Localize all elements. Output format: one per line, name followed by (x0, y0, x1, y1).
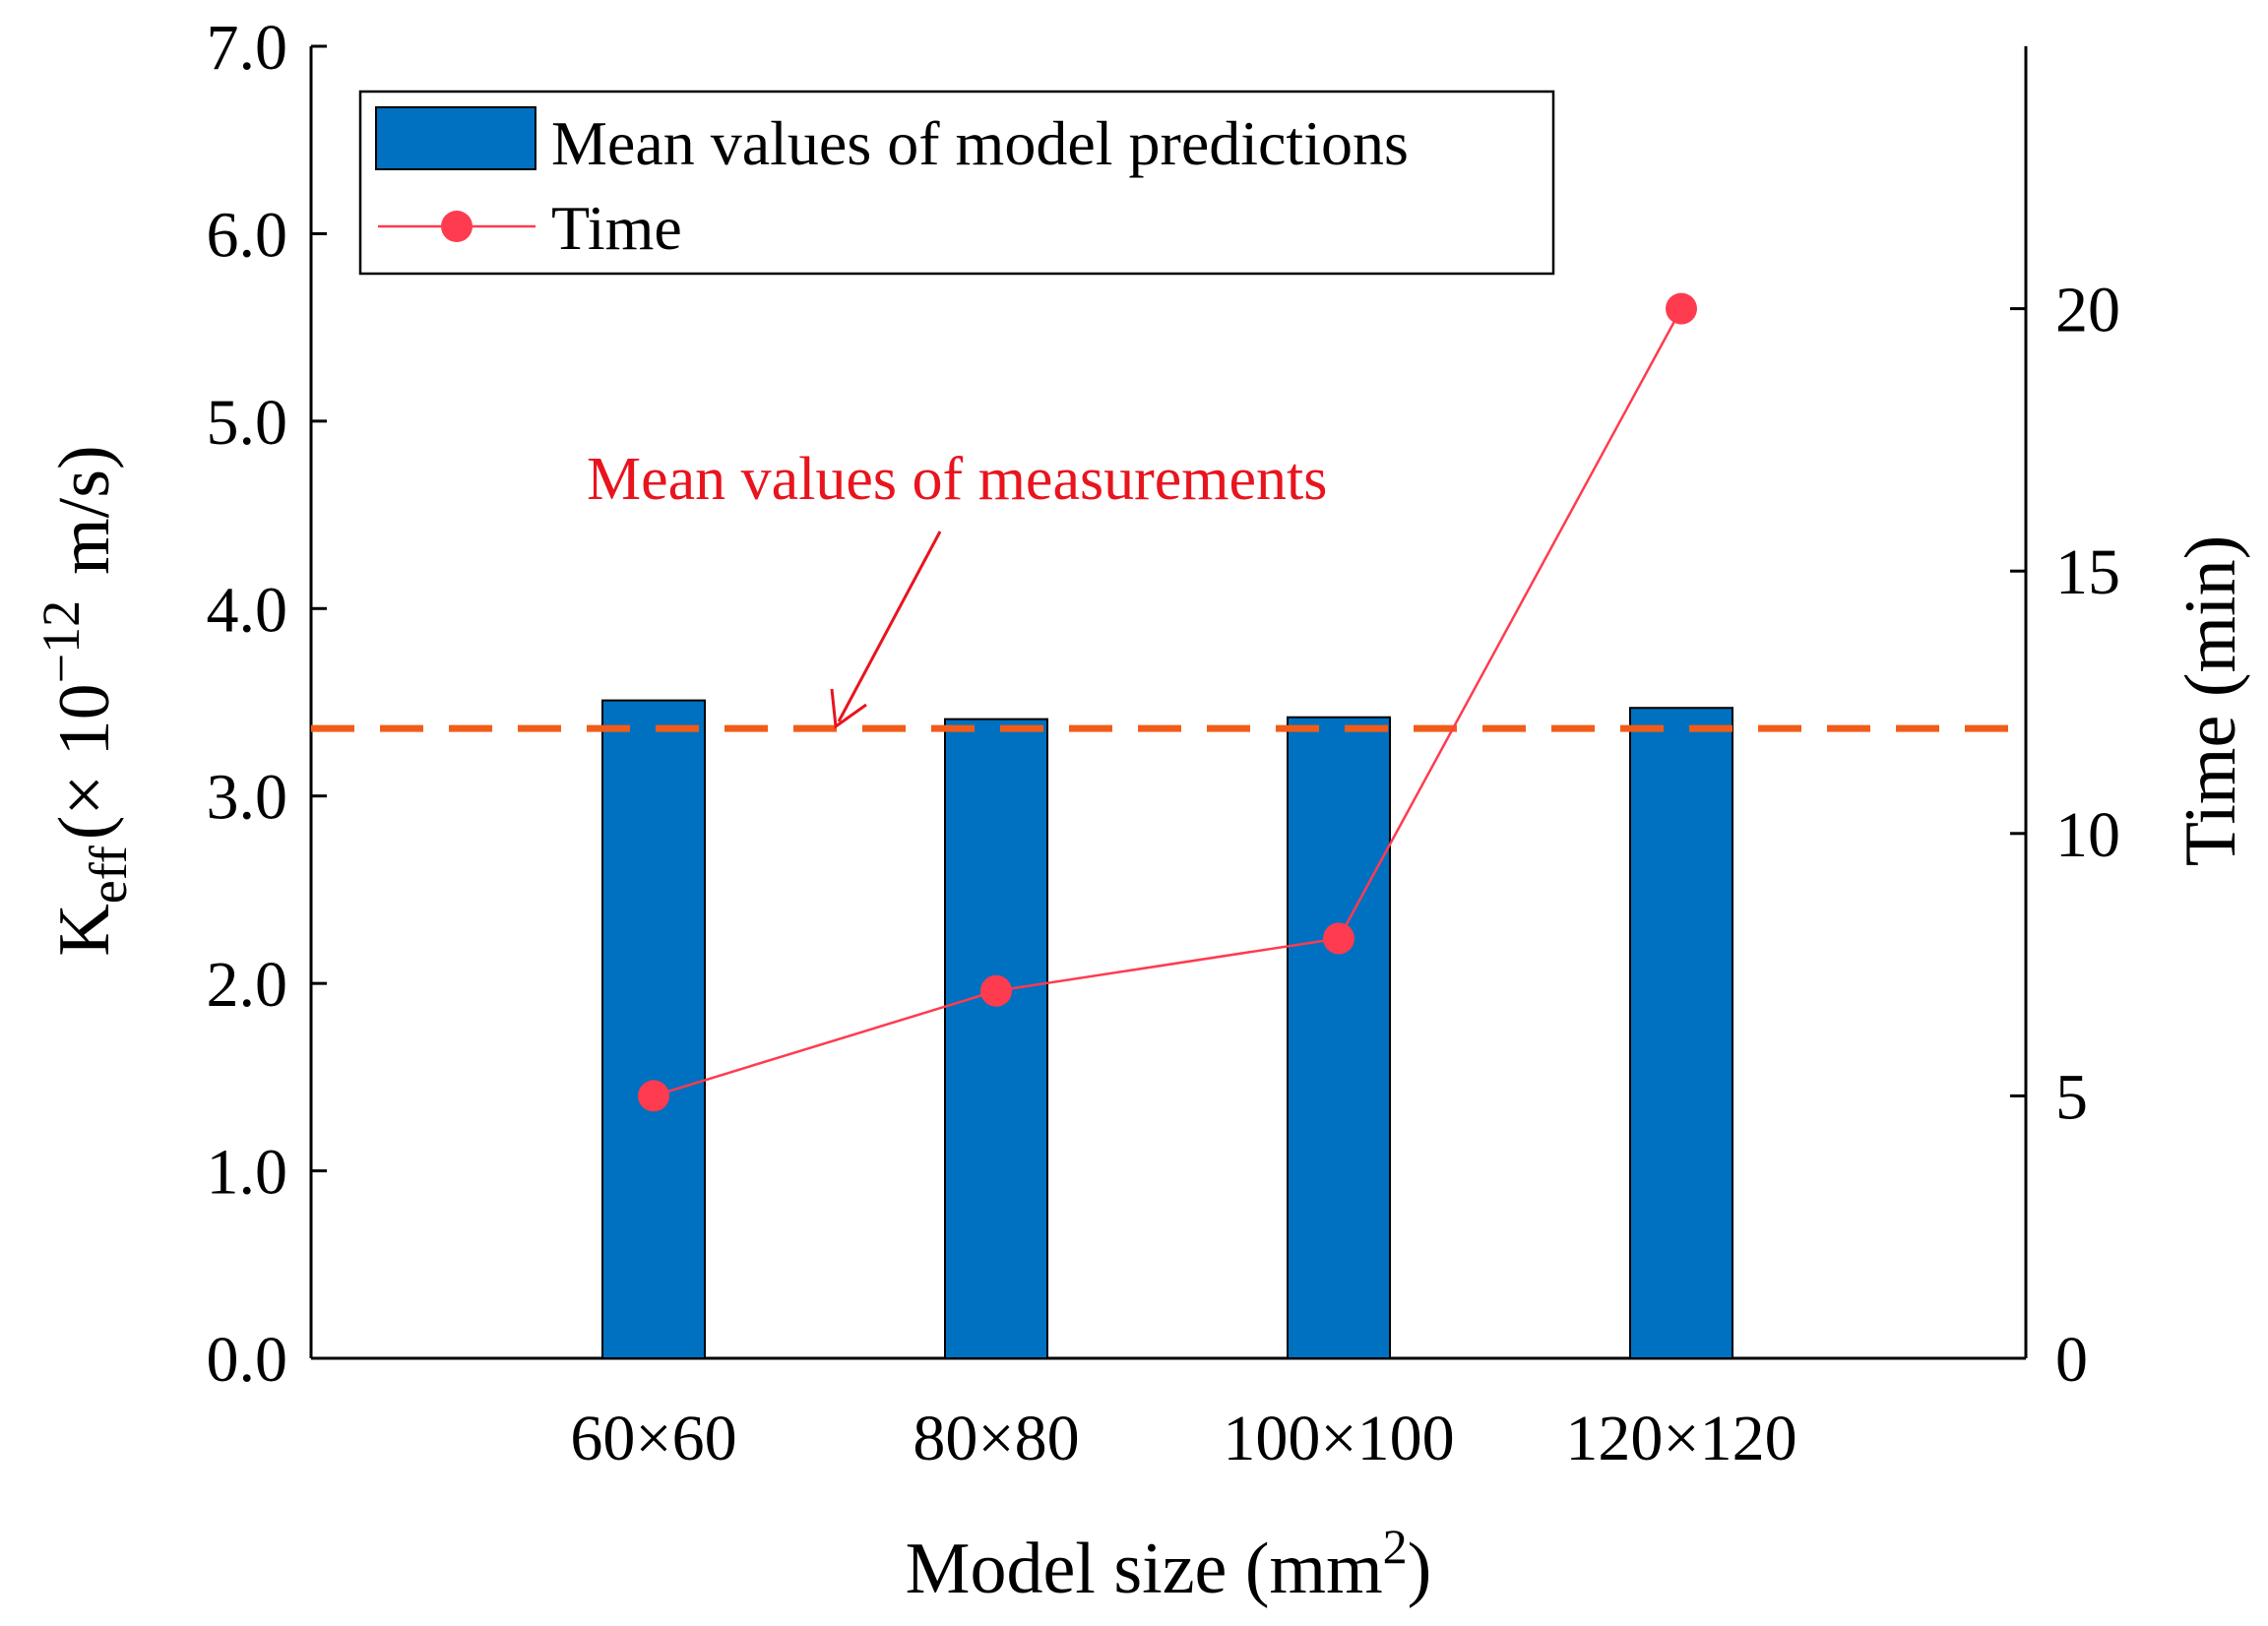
bar (944, 718, 1048, 1359)
x-axis-categories: 60×60 80×80 100×100 120×120 (570, 1403, 1796, 1474)
left-tick-label: 2.0 (207, 949, 288, 1021)
time-point (1666, 292, 1697, 325)
left-tick-label: 6.0 (207, 199, 288, 271)
right-tick-label: 10 (2055, 799, 2120, 871)
left-tick-label: 1.0 (207, 1137, 288, 1209)
left-tick-label: 0.0 (207, 1324, 288, 1396)
y-axis-left-exponent: −12 (32, 600, 91, 683)
right-tick-label: 15 (2055, 536, 2120, 608)
legend-time-label: Time (551, 193, 682, 263)
left-tick-label: 5.0 (207, 387, 288, 459)
x-axis-label-superscript: 2 (1383, 1519, 1408, 1574)
left-axis-ticks: 0.0 1.0 2.0 3.0 4.0 5.0 6.0 7.0 (207, 12, 327, 1396)
right-tick-label: 20 (2055, 275, 2120, 346)
time-point (638, 1080, 669, 1112)
bar-series (601, 699, 1733, 1359)
legend: Mean values of model predictions Time (358, 90, 1555, 276)
x-tick-label: 120×120 (1565, 1403, 1796, 1474)
legend-bar-label: Mean values of model predictions (551, 108, 1409, 178)
right-tick-label: 5 (2055, 1061, 2088, 1133)
y-axis-left-label: Keff(× 10−12m/s) (32, 445, 138, 956)
right-tick-label: 0 (2055, 1324, 2088, 1396)
bar (601, 699, 706, 1359)
measurement-annotation: Mean values of measurements (587, 446, 1327, 513)
time-point (1323, 922, 1354, 955)
time-series (638, 292, 1697, 1112)
y-axis-left-unit-suffix: m/s) (44, 445, 125, 575)
left-tick-label: 7.0 (207, 12, 288, 84)
legend-time-marker (441, 211, 472, 242)
y-axis-right-label: Time (min) (2171, 535, 2251, 866)
bar (1287, 716, 1391, 1359)
y-axis-left-unit-prefix: (× 10 (44, 683, 125, 840)
x-tick-label: 80×80 (913, 1403, 1079, 1474)
right-axis-ticks: 0 5 10 15 20 (2010, 275, 2120, 1396)
left-tick-label: 4.0 (207, 574, 288, 646)
legend-bar-swatch (375, 106, 536, 170)
annotation-arrow (830, 531, 942, 729)
x-axis-label-suffix: ) (1408, 1529, 1432, 1609)
x-tick-label: 100×100 (1223, 1403, 1454, 1474)
time-line (653, 308, 1683, 1097)
x-tick-label: 60×60 (570, 1403, 736, 1474)
y-axis-left-subscript: eff (79, 845, 138, 904)
bar (1629, 707, 1733, 1359)
time-point (980, 974, 1012, 1007)
plot-frame (309, 46, 2028, 1360)
legend-box (358, 90, 1555, 276)
left-tick-label: 3.0 (207, 762, 288, 834)
x-axis-label: Model size (mm2) (906, 1519, 1432, 1609)
